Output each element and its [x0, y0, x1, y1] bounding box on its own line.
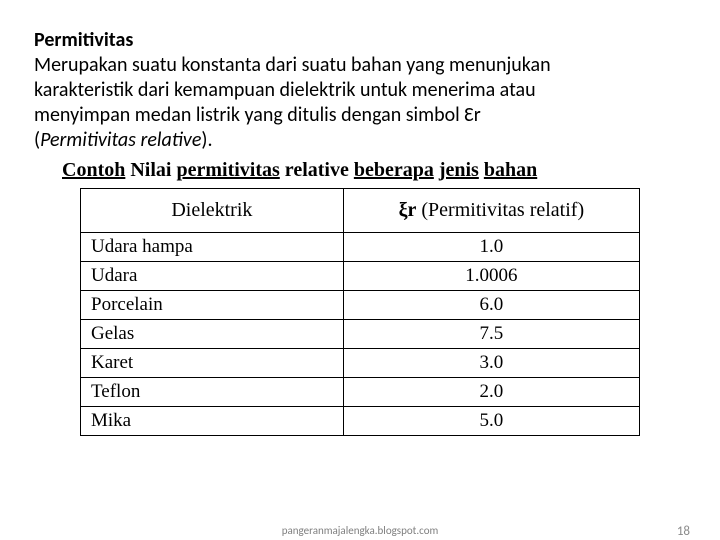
header-dielektrik: Dielektrik — [81, 189, 344, 233]
para-line4c: ). — [201, 128, 212, 152]
para-line1: Merupakan suatu konstanta dari suatu bah… — [34, 53, 551, 77]
para-line3a: menyimpan medan listrik yang ditulis den… — [34, 103, 464, 127]
cap-g: jenis — [439, 159, 479, 181]
cap-c: permitivitas — [176, 159, 279, 181]
table-caption: Contoh Nilai permitivitas relative beber… — [62, 159, 686, 182]
para-symbol: Ɛr — [464, 103, 480, 127]
cap-d: relative — [280, 159, 354, 181]
header-symbol: ξr — [399, 199, 417, 221]
cell-name: Gelas — [81, 320, 344, 349]
table-row: Udara hampa 1.0 — [81, 233, 640, 262]
permittivity-table: Dielektrik ξr (Permitivitas relatif) Uda… — [80, 188, 640, 436]
table-header-row: Dielektrik ξr (Permitivitas relatif) — [81, 189, 640, 233]
cap-b: Nilai — [125, 159, 176, 181]
cell-name: Mika — [81, 407, 344, 436]
title: Permitivitas — [34, 28, 686, 53]
cell-value: 6.0 — [343, 291, 639, 320]
cell-value: 3.0 — [343, 349, 639, 378]
header-permitivitas: ξr (Permitivitas relatif) — [343, 189, 639, 233]
table-row: Teflon 2.0 — [81, 378, 640, 407]
table-row: Karet 3.0 — [81, 349, 640, 378]
paragraph: Merupakan suatu konstanta dari suatu bah… — [34, 53, 686, 153]
cell-name: Porcelain — [81, 291, 344, 320]
cell-name: Udara hampa — [81, 233, 344, 262]
cap-i: bahan — [484, 159, 537, 181]
cell-name: Udara — [81, 262, 344, 291]
cell-value: 1.0006 — [343, 262, 639, 291]
cell-value: 1.0 — [343, 233, 639, 262]
table-body: Udara hampa 1.0 Udara 1.0006 Porcelain 6… — [81, 233, 640, 436]
page-number: 18 — [677, 524, 690, 539]
cell-name: Karet — [81, 349, 344, 378]
cell-value: 5.0 — [343, 407, 639, 436]
table-row: Udara 1.0006 — [81, 262, 640, 291]
cell-value: 7.5 — [343, 320, 639, 349]
cell-name: Teflon — [81, 378, 344, 407]
table-row: Porcelain 6.0 — [81, 291, 640, 320]
table-row: Mika 5.0 — [81, 407, 640, 436]
cell-value: 2.0 — [343, 378, 639, 407]
para-line2: karakteristik dari kemampuan dielektrik … — [34, 78, 536, 102]
cap-e: beberapa — [354, 159, 434, 181]
para-line4b: Permitivitas relative — [40, 128, 201, 152]
permittivity-table-wrap: Dielektrik ξr (Permitivitas relatif) Uda… — [80, 188, 640, 436]
header-rest: (Permitivitas relatif) — [416, 199, 584, 221]
table-row: Gelas 7.5 — [81, 320, 640, 349]
cap-a: Contoh — [62, 159, 125, 181]
footer-source: pangeranmajalengka.blogspot.com — [0, 524, 720, 537]
